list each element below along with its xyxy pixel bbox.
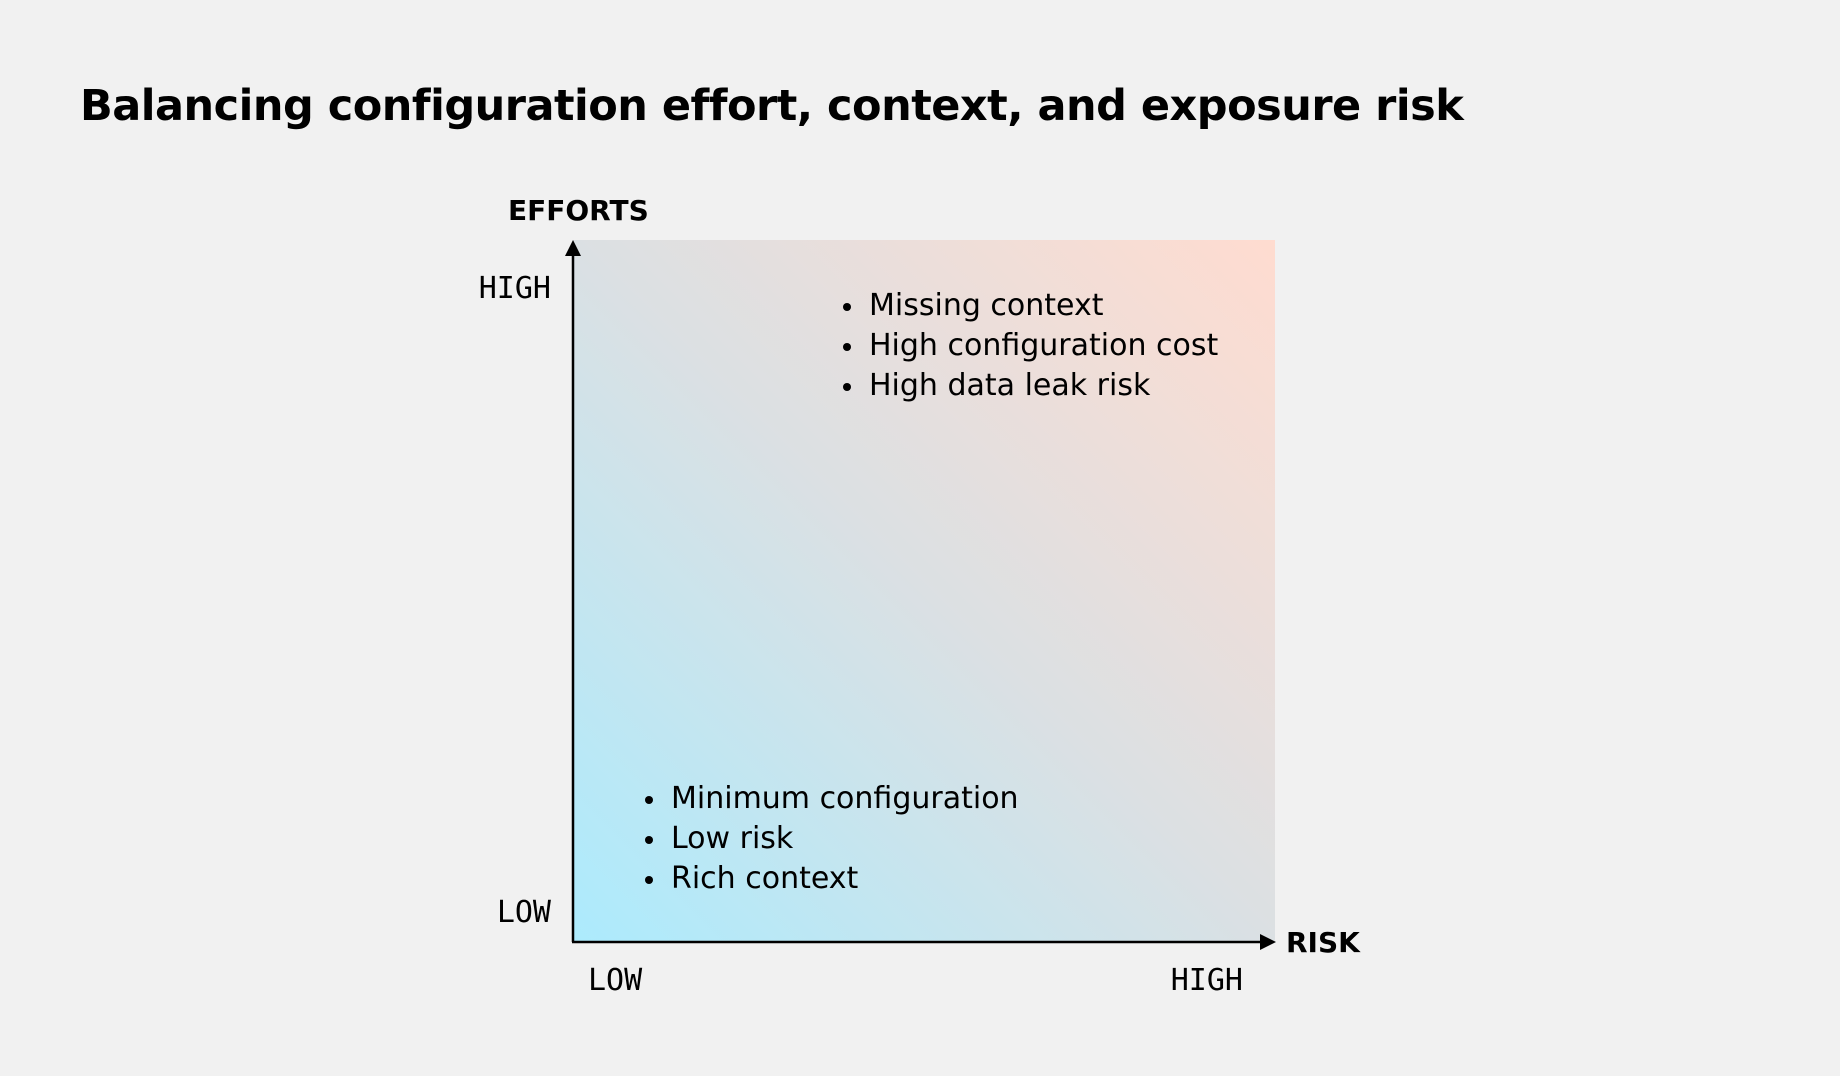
y-tick-high: HIGH [478, 271, 551, 306]
list-item: Minimum configuration [641, 779, 1019, 819]
list-item: Rich context [641, 859, 1019, 899]
page-title: Balancing configuration effort, context,… [80, 81, 1464, 131]
low-effort-risk-notes: Minimum configuration Low risk Rich cont… [641, 779, 1019, 899]
y-axis-arrow-icon [565, 240, 581, 256]
x-axis-title: RISK [1286, 926, 1360, 959]
list-item: Low risk [641, 819, 1019, 859]
gradient-quadrant-area [573, 240, 1275, 942]
list-item: Missing context [839, 286, 1218, 326]
x-tick-low: LOW [588, 963, 643, 998]
high-effort-risk-notes: Missing context High configuration cost … [839, 286, 1218, 406]
x-axis-arrow-icon [1260, 934, 1276, 950]
y-tick-low: LOW [496, 895, 551, 930]
list-item: High data leak risk [839, 366, 1218, 406]
y-axis-title: EFFORTS [508, 194, 649, 227]
list-item: High configuration cost [839, 326, 1218, 366]
x-tick-high: HIGH [1170, 963, 1243, 998]
